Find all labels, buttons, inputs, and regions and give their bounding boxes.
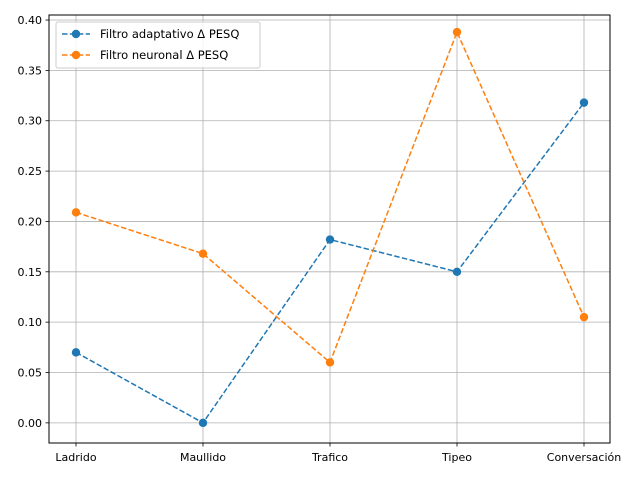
data-point-series-2	[198, 249, 208, 258]
x-tick-label: Trafico	[311, 451, 348, 464]
legend-entry-series-2: Filtro neuronal Δ PESQ	[62, 48, 228, 62]
y-tick-label: 0.25	[18, 165, 43, 178]
data-point-series-1	[71, 348, 81, 357]
y-tick-label: 0.10	[18, 316, 43, 329]
data-point-series-2	[579, 312, 589, 322]
axis-ticks: 0.00 0.05 0.10 0.15 0.20 0.25 0.30 0.35 0.40 Ladr…	[18, 14, 622, 464]
legend: Filtro adaptativo Δ PESQ Filtro neuronal…	[55, 21, 261, 69]
y-tick-label: 0.00	[18, 417, 43, 430]
legend-entry-series-1: Filtro adaptativo Δ PESQ	[62, 27, 239, 41]
x-tick-label: Ladrido	[55, 451, 96, 464]
legend-box	[55, 21, 261, 69]
plot-frame	[48, 14, 611, 444]
y-tick-label: 0.15	[18, 266, 43, 279]
data-point-series-1	[579, 98, 589, 107]
x-tick-label: Maullido	[180, 451, 226, 464]
plot-background	[49, 15, 610, 443]
data-point-series-2	[452, 27, 462, 37]
y-tick-label: 0.35	[18, 64, 43, 77]
data-point-series-2	[71, 208, 81, 217]
legend-marker-series-2	[71, 50, 81, 60]
legend-label-series-1: Filtro adaptativo Δ PESQ	[100, 27, 239, 41]
data-point-series-1	[452, 267, 462, 276]
x-tick-label: Tipeo	[441, 451, 472, 464]
y-tick-label: 0.05	[18, 367, 43, 380]
y-tick-label: 0.30	[18, 115, 43, 128]
data-point-series-1	[198, 418, 208, 428]
series-group	[71, 27, 589, 428]
y-tick-label: 0.20	[18, 215, 43, 228]
y-tick-label: 0.40	[18, 14, 43, 27]
legend-label-series-2: Filtro neuronal Δ PESQ	[100, 48, 228, 62]
data-point-series-2	[325, 358, 335, 367]
legend-marker-series-1	[71, 29, 81, 39]
x-tick-label: Conversación	[547, 451, 621, 464]
grid	[49, 15, 610, 443]
data-point-series-1	[325, 235, 335, 244]
